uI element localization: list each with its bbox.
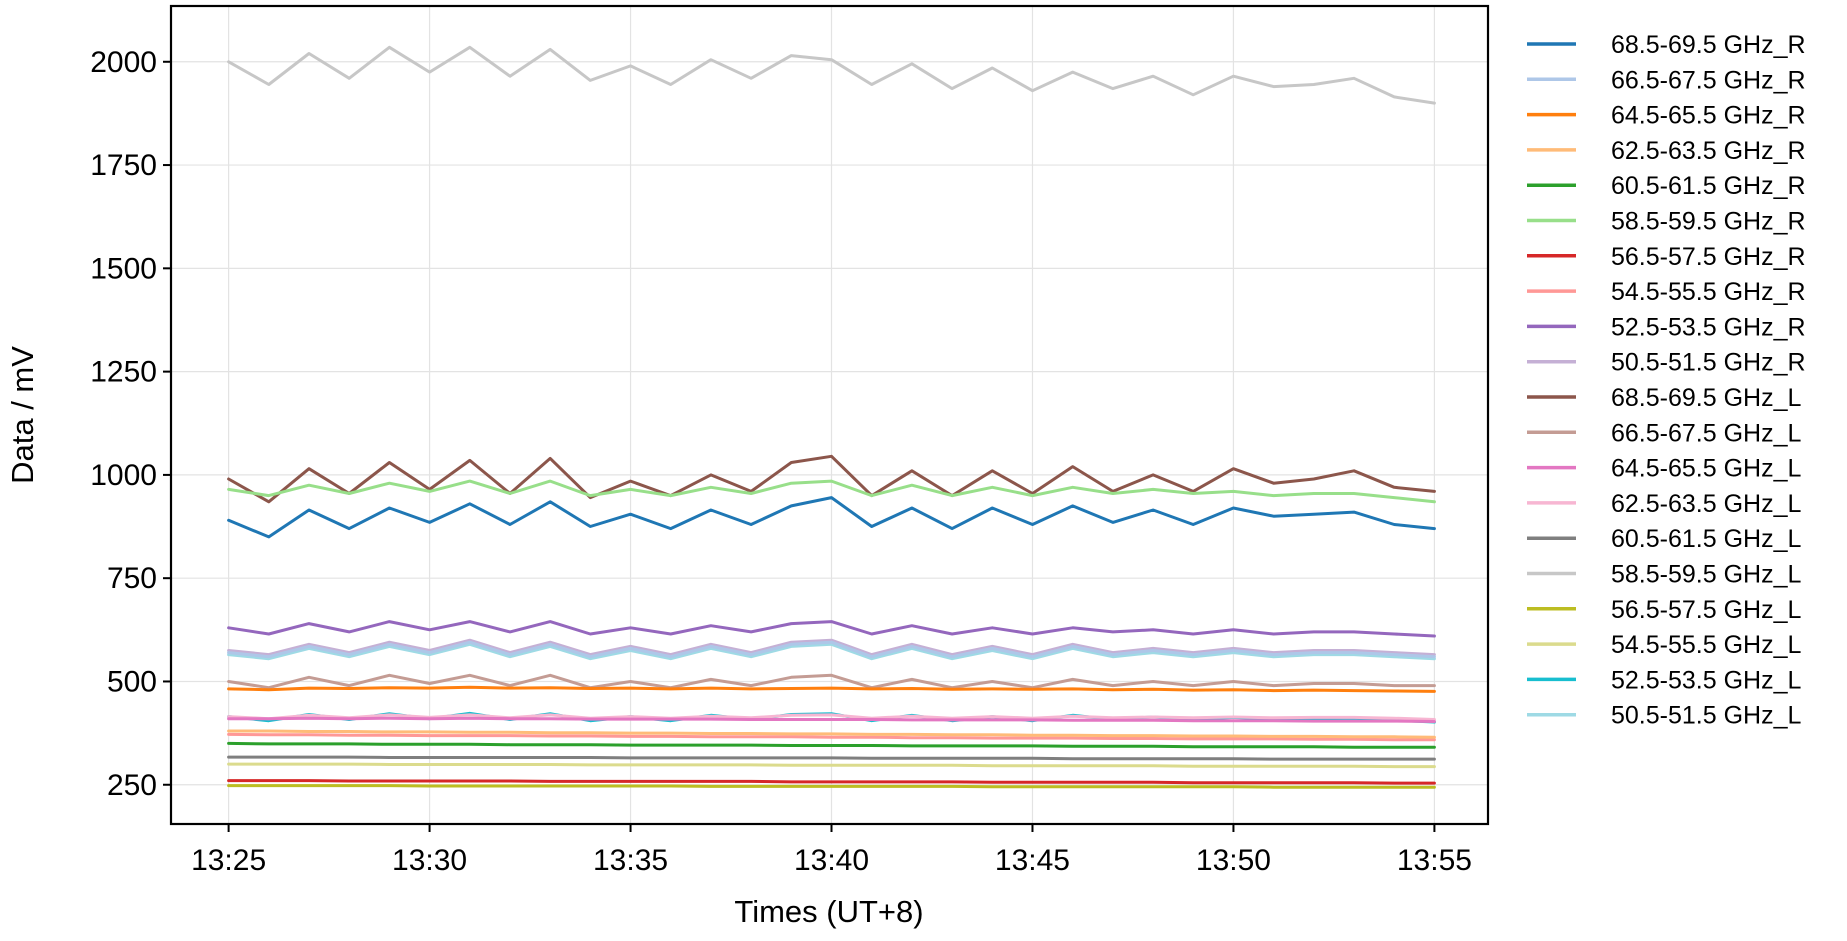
x-tick-label: 13:35	[593, 844, 668, 877]
legend-label: 64.5-65.5 GHz_R	[1611, 102, 1806, 130]
legend-label: 66.5-67.5 GHz_L	[1611, 419, 1801, 447]
series-lines	[227, 45, 1436, 789]
y-tick-label: 1500	[90, 252, 157, 285]
legend-label: 56.5-57.5 GHz_L	[1611, 596, 1801, 624]
legend-label: 54.5-55.5 GHz_L	[1611, 631, 1801, 659]
legend-label: 68.5-69.5 GHz_R	[1611, 31, 1806, 59]
series-line	[227, 755, 1436, 761]
series-line	[227, 729, 1436, 739]
x-tick-label: 13:50	[1196, 844, 1271, 877]
legend: 68.5-69.5 GHz_R 66.5-67.5 GHz_R 64.5-65.5 …	[1527, 31, 1806, 730]
legend-label: 64.5-65.5 GHz_L	[1611, 455, 1801, 483]
y-tick-label: 750	[107, 562, 157, 595]
y-tick-label: 1250	[90, 356, 157, 389]
y-axis-ticks: 250 500 750 1000 1250 1500 1750 2000	[90, 46, 171, 802]
legend-label: 68.5-69.5 GHz_L	[1611, 384, 1801, 412]
legend-label: 58.5-59.5 GHz_R	[1611, 208, 1806, 236]
series-line	[227, 496, 1436, 539]
plot-frame	[169, 4, 1490, 826]
grid-lines	[171, 6, 1488, 824]
legend-label: 52.5-53.5 GHz_L	[1611, 666, 1801, 694]
y-tick-label: 500	[107, 665, 157, 698]
x-tick-label: 13:25	[191, 844, 266, 877]
x-tick-label: 13:55	[1397, 844, 1472, 877]
y-tick-label: 1000	[90, 459, 157, 492]
legend-label: 50.5-51.5 GHz_L	[1611, 702, 1801, 730]
legend-label: 58.5-59.5 GHz_L	[1611, 561, 1801, 589]
legend-label: 60.5-61.5 GHz_L	[1611, 525, 1801, 553]
series-line	[227, 716, 1436, 723]
y-tick-label: 250	[107, 769, 157, 802]
series-line	[227, 673, 1436, 690]
y-axis-title: Data / mV	[5, 346, 40, 484]
legend-label: 66.5-67.5 GHz_R	[1611, 66, 1806, 94]
legend-label: 62.5-63.5 GHz_R	[1611, 137, 1806, 165]
legend-label: 56.5-57.5 GHz_R	[1611, 243, 1806, 271]
y-tick-label: 1750	[90, 149, 157, 182]
legend-label: 52.5-53.5 GHz_R	[1611, 313, 1806, 341]
series-line	[227, 479, 1436, 504]
series-line	[227, 741, 1436, 749]
x-tick-label: 13:45	[995, 844, 1070, 877]
legend-label: 50.5-51.5 GHz_R	[1611, 349, 1806, 377]
series-line	[227, 784, 1436, 789]
series-line	[227, 45, 1436, 105]
x-axis-title: Times (UT+8)	[734, 894, 923, 929]
series-line	[227, 762, 1436, 769]
series-line	[227, 685, 1436, 693]
x-tick-label: 13:40	[794, 844, 869, 877]
legend-label: 60.5-61.5 GHz_R	[1611, 172, 1806, 200]
y-tick-label: 2000	[90, 46, 157, 79]
x-axis-ticks: 13:25 13:30 13:35 13:40 13:45 13:50 13:55	[191, 824, 1472, 877]
x-tick-label: 13:30	[392, 844, 467, 877]
legend-label: 54.5-55.5 GHz_R	[1611, 278, 1806, 306]
series-line	[227, 640, 1436, 659]
series-line	[227, 638, 1436, 657]
series-line	[227, 620, 1436, 638]
series-line	[227, 732, 1436, 742]
legend-label: 62.5-63.5 GHz_L	[1611, 490, 1801, 518]
series-line	[227, 454, 1436, 504]
series-line	[227, 642, 1436, 661]
series-line	[227, 779, 1436, 785]
